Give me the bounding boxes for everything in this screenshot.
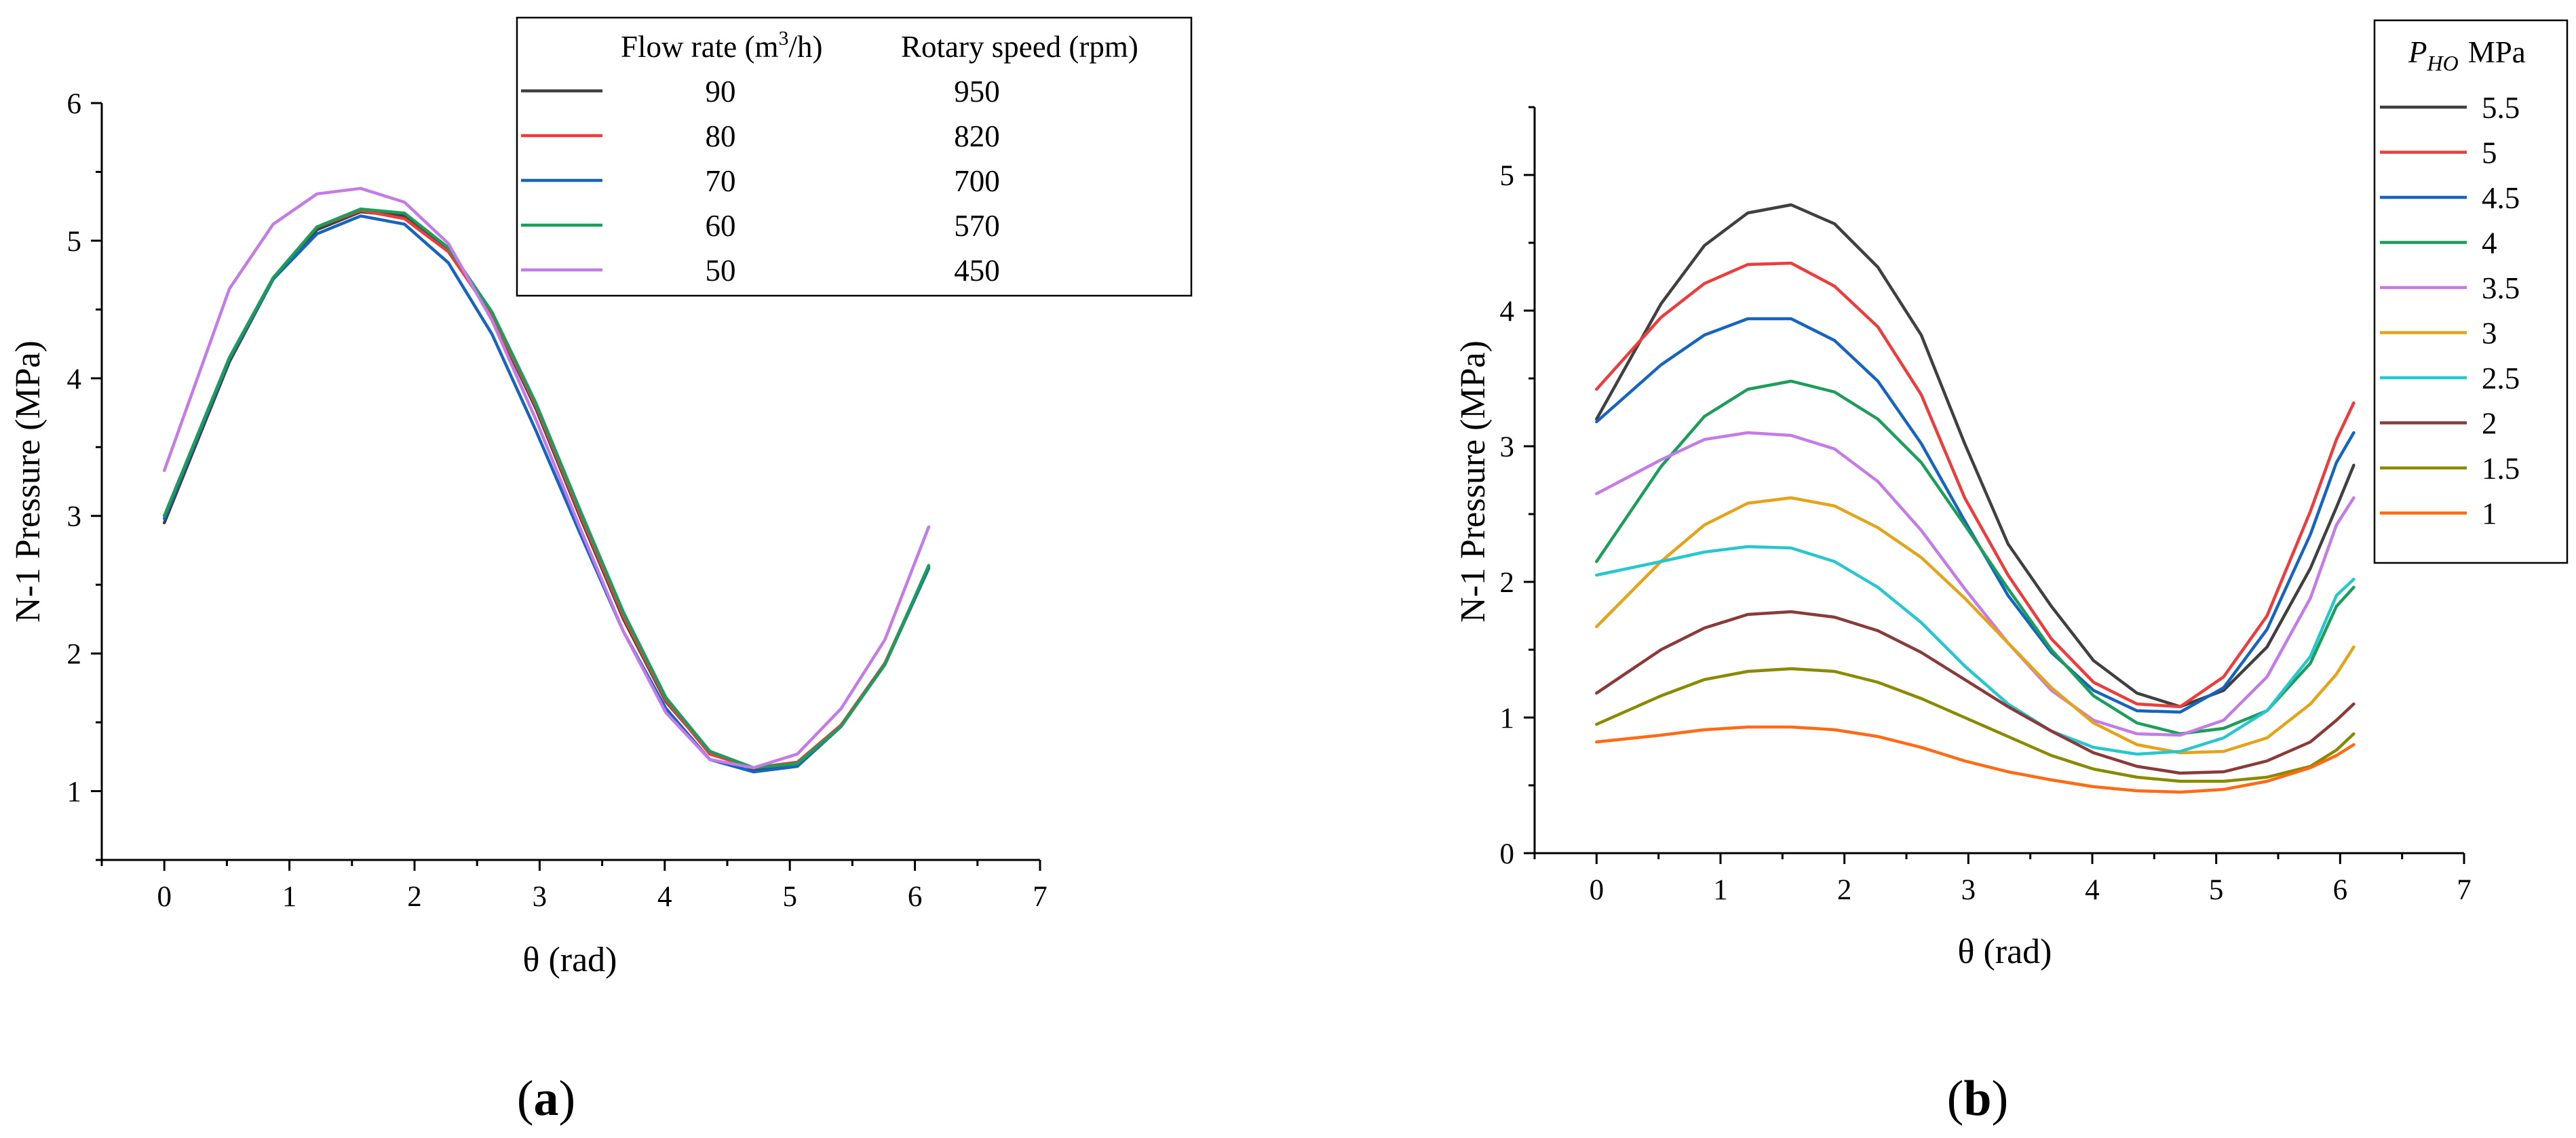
- chart-a-x-tick-label: 3: [533, 881, 547, 913]
- chart-b-series-line-1.5: [1595, 667, 2356, 783]
- chart-a-legend-header-flow: Flow rate (m3/h): [621, 27, 822, 64]
- chart-b-x-tick-label: 3: [1961, 874, 1976, 906]
- chart-b-y-tick-label: 0: [1500, 838, 1515, 870]
- chart-a-legend-speed-value: 700: [954, 164, 1000, 198]
- chart-b-legend-label: 4.5: [2482, 181, 2520, 215]
- chart-a-panel-label: (a): [517, 1071, 575, 1126]
- chart-a-x-tick-label: 2: [407, 881, 422, 913]
- chart-a-series: [162, 187, 931, 774]
- chart-a-x-tick-label: 7: [1033, 881, 1047, 913]
- chart-b-y-axis-title: N-1 Pressure (MPa): [1454, 340, 1493, 623]
- chart-b-legend-items: 5.5 5 4.5 4 3.5 3 2.5 2 1.5 1: [2380, 91, 2520, 531]
- chart-b-y-tick-label: 5: [1500, 160, 1515, 192]
- chart-a-legend-speed-value: 570: [954, 209, 1000, 243]
- chart-a-legend-flow-value: 60: [706, 209, 736, 243]
- chart-a-y-axis-title: N-1 Pressure (MPa): [9, 340, 47, 623]
- chart-b-y-tick-label: 2: [1500, 567, 1515, 599]
- chart-a-x-axis-title: θ (rad): [523, 941, 617, 979]
- chart-b-legend-label: 2: [2482, 407, 2497, 441]
- chart-a-legend: Flow rate (m3/h) Rotary speed (rpm) 90 95…: [516, 16, 1193, 297]
- chart-b-legend-label: 3.5: [2482, 271, 2520, 305]
- chart-a-y-tick-label: 6: [67, 88, 82, 120]
- chart-a-x-tick-label: 4: [657, 881, 672, 913]
- chart-b-legend-label: 2.5: [2482, 361, 2520, 395]
- chart-a-legend-flow-value: 70: [706, 164, 736, 198]
- chart-a-legend-flow-value: 90: [706, 75, 736, 109]
- chart-b-y-tick-label: 1: [1500, 703, 1515, 734]
- chart-b-series-line-2.5: [1595, 545, 2356, 756]
- chart-a-legend-flow-value: 80: [706, 119, 736, 153]
- chart-a-x-tick-label: 6: [908, 881, 923, 913]
- chart-a-legend-items: 90 950 80 820 70 700 60 570 50 450: [521, 75, 1000, 288]
- chart-b-panel-label: (b): [1947, 1071, 2008, 1126]
- chart-b-legend-label: 5.5: [2482, 91, 2520, 125]
- chart-a-series-line-70: [162, 214, 931, 774]
- chart-a-x-tick-label: 0: [157, 881, 172, 913]
- chart-a-x-tick-label: 5: [782, 881, 797, 913]
- chart-b-legend-label: 1.5: [2482, 452, 2520, 486]
- chart-b-legend-label: 3: [2482, 317, 2497, 351]
- chart-b-series-line-4: [1595, 379, 2356, 736]
- chart-b-x-tick-label: 4: [2085, 874, 2100, 906]
- chart-a-series-line-50: [162, 187, 931, 770]
- chart-b-legend-label: 5: [2482, 136, 2497, 170]
- chart-b-series-line-3: [1595, 496, 2356, 755]
- chart-b-series-line-4.5: [1595, 317, 2356, 714]
- chart-b-x-tick-label: 7: [2457, 874, 2472, 906]
- chart-a-legend-speed-value: 950: [954, 75, 1000, 109]
- chart-b-series-line-3.5: [1595, 431, 2356, 737]
- chart-b-y-tick-label: 3: [1500, 431, 1515, 463]
- chart-b-series: [1595, 203, 2356, 794]
- chart-b-legend-label: 1: [2482, 497, 2497, 531]
- chart-b-series-line-5: [1595, 261, 2356, 709]
- chart-b-x-axis-title: θ (rad): [1958, 933, 2052, 971]
- chart-a-y-tick-label: 3: [67, 501, 82, 533]
- chart-b-series-line-5.5: [1595, 203, 2356, 709]
- chart-b-legend-label: 4: [2482, 227, 2497, 260]
- chart-b: 0 1 2 3 4 5 6 7 0 1 2 3 4 5 N-1 Pressure (MPa) θ (rad…: [1454, 19, 2569, 1126]
- chart-b-axes: 0 1 2 3 4 5 6 7 0 1 2 3 4 5: [1500, 106, 2472, 906]
- chart-a-y-tick-label: 2: [67, 639, 82, 671]
- chart-b-series-line-2: [1595, 610, 2356, 775]
- chart-a-axes: 0 1 2 3 4 5 6 7 1 2 3 4 5 6: [67, 88, 1047, 913]
- chart-b-legend-frame: [2373, 19, 2569, 564]
- chart-a-legend-header-speed: Rotary speed (rpm): [901, 30, 1138, 64]
- chart-b-x-tick-label: 6: [2333, 874, 2348, 906]
- chart-a-x-tick-label: 1: [282, 881, 297, 913]
- chart-a-legend-flow-value: 50: [706, 254, 736, 288]
- chart-b-legend: PHO MPa 5.5 5 4.5 4 3.5 3 2.5 2 1.5 1: [2373, 19, 2569, 564]
- chart-b-series-line-1: [1595, 725, 2356, 794]
- chart-b-x-tick-label: 5: [2209, 874, 2224, 906]
- chart-b-x-tick-label: 2: [1837, 874, 1852, 906]
- chart-a-legend-speed-value: 820: [954, 119, 1000, 153]
- chart-b-x-tick-label: 0: [1590, 874, 1604, 906]
- chart-a-legend-speed-value: 450: [954, 254, 1000, 288]
- chart-a-y-tick-label: 5: [67, 226, 82, 258]
- chart-a-y-tick-label: 4: [67, 364, 82, 395]
- chart-a-y-tick-label: 1: [67, 777, 82, 808]
- chart-a: 0 1 2 3 4 5 6 7 1 2 3 4 5 6 N-1 Pressure (MPa) θ (rad…: [9, 16, 1193, 1126]
- chart-b-legend-header: PHO MPa: [2408, 35, 2526, 75]
- chart-b-x-tick-label: 1: [1713, 874, 1728, 906]
- chart-a-legend-frame: [516, 16, 1193, 297]
- chart-a-series-line-60: [162, 207, 931, 770]
- chart-b-y-tick-label: 4: [1500, 296, 1515, 328]
